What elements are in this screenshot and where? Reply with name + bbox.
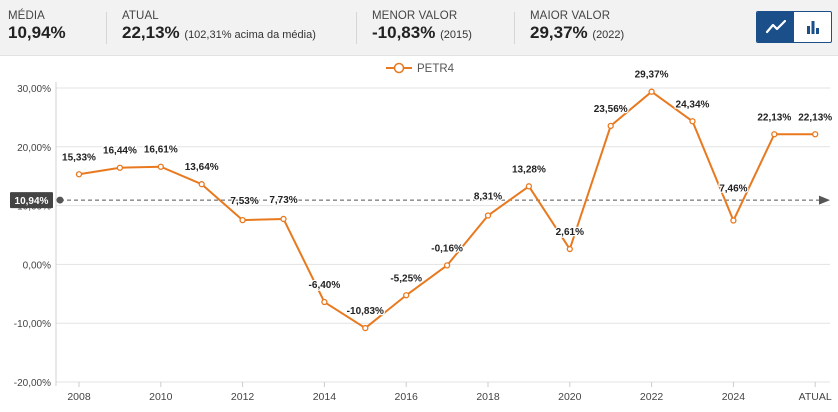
x-tick-label: 2016 [395, 391, 419, 403]
legend-marker-icon [393, 62, 405, 74]
data-point[interactable] [607, 122, 614, 130]
chart-type-toggle [756, 11, 832, 43]
data-label: 15,33% [62, 152, 96, 163]
stat-atual-label: ATUAL [122, 10, 159, 22]
data-point[interactable] [403, 292, 410, 299]
data-label: 24,34% [676, 99, 710, 110]
stat-media: MÉDIA 10,94% [8, 10, 66, 43]
stat-menor-value: -10,83% [372, 23, 436, 42]
average-line-group: 10,94% [10, 192, 830, 209]
data-point[interactable] [362, 324, 369, 332]
data-label: 7,46% [719, 184, 747, 195]
line-chart: 30,00%20,00%10,00%0,00%-10,00%-20,00%200… [10, 62, 834, 403]
series-group [75, 88, 819, 332]
data-point[interactable] [730, 217, 737, 224]
x-tick-label: 2014 [313, 391, 337, 403]
data-point[interactable] [116, 164, 124, 171]
x-tick-label: 2008 [67, 391, 91, 403]
stat-menor-note: (2015) [440, 29, 472, 41]
y-tick-label: 20,00% [17, 143, 51, 154]
data-label: 23,56% [594, 104, 628, 115]
bar-chart-button[interactable] [794, 12, 831, 42]
average-dot [56, 196, 64, 204]
data-point[interactable] [198, 181, 205, 188]
data-point[interactable] [484, 212, 492, 219]
stat-menor-value-row: -10,83% (2015) [372, 23, 472, 43]
stats-header: MÉDIA 10,94% ATUAL 22,13% (102,31% acima… [0, 0, 838, 56]
line-chart-button[interactable] [757, 12, 794, 42]
stat-atual-note: (102,31% acima da média) [184, 29, 316, 41]
legend[interactable]: PETR4 [386, 62, 455, 75]
average-arrow-icon [819, 195, 830, 205]
data-label: 22,13% [798, 112, 832, 123]
y-tick-label: 0,00% [23, 260, 51, 271]
divider [106, 12, 107, 44]
data-label: 16,61% [144, 145, 178, 156]
x-tick-label: ATUAL [799, 391, 832, 403]
x-tick-label: 2018 [476, 391, 500, 403]
data-label: 7,53% [230, 196, 258, 207]
stat-maior-value: 29,37% [530, 23, 588, 42]
divider [356, 12, 357, 44]
data-label: -6,40% [309, 280, 341, 291]
data-label: -10,83% [347, 306, 384, 317]
average-tag-label: 10,94% [15, 196, 49, 207]
data-point[interactable] [689, 118, 696, 125]
legend-label: PETR4 [417, 63, 455, 75]
x-tick-label: 2012 [231, 391, 255, 403]
data-point[interactable] [157, 163, 164, 170]
divider [514, 12, 515, 44]
y-tick-label: -10,00% [14, 319, 51, 330]
data-label: 13,64% [185, 162, 219, 173]
stat-maior-note: (2022) [592, 29, 625, 41]
x-tick-label: 2010 [149, 391, 173, 403]
data-label: 2,61% [556, 227, 584, 238]
data-point[interactable] [648, 88, 655, 95]
series-line-petr4 [78, 90, 816, 330]
grid: 30,00%20,00%10,00%0,00%-10,00%-20,00%200… [14, 82, 832, 403]
data-label: 7,73% [269, 195, 297, 206]
data-label: 22,13% [757, 112, 791, 123]
x-tick-label: 2024 [722, 391, 746, 403]
x-tick-label: 2020 [558, 391, 582, 403]
stat-menor-label: MENOR VALOR [372, 10, 458, 22]
data-point[interactable] [525, 183, 533, 190]
data-point[interactable] [771, 131, 778, 138]
data-point[interactable] [239, 216, 246, 224]
data-labels: 15,33% 16,44% 16,61% 13,64% 7,53% 7,73% -6,40%… [61, 68, 834, 318]
data-point[interactable] [321, 298, 328, 306]
stat-atual-value-row: 22,13% (102,31% acima da média) [122, 23, 316, 43]
data-label: 29,37% [635, 70, 669, 81]
data-label: 16,44% [103, 146, 137, 157]
data-point[interactable] [443, 262, 451, 269]
x-tick-label: 2022 [640, 391, 664, 403]
stat-atual: ATUAL 22,13% (102,31% acima da média) [122, 10, 316, 43]
y-tick-label: -20,00% [14, 378, 51, 389]
y-tick-label: 30,00% [17, 84, 51, 95]
data-point[interactable] [812, 131, 819, 138]
data-label: -0,16% [431, 243, 463, 254]
stat-maior-label: MAIOR VALOR [530, 10, 611, 22]
data-point[interactable] [75, 171, 83, 178]
stat-maior: MAIOR VALOR 29,37% (2022) [530, 10, 624, 43]
line-chart-icon [765, 20, 786, 34]
stat-media-label: MÉDIA [8, 10, 45, 22]
stat-menor: MENOR VALOR -10,83% (2015) [372, 10, 472, 43]
data-label: 13,28% [512, 164, 546, 175]
bar-chart-icon [806, 21, 819, 34]
data-label: -5,25% [390, 273, 422, 284]
stat-maior-value-row: 29,37% (2022) [530, 23, 624, 43]
average-tag [10, 192, 53, 209]
data-point[interactable] [280, 215, 287, 223]
data-point[interactable] [566, 245, 573, 253]
stat-media-value: 10,94% [8, 23, 66, 42]
stat-atual-value: 22,13% [122, 23, 180, 42]
data-label: 8,31% [474, 192, 502, 203]
